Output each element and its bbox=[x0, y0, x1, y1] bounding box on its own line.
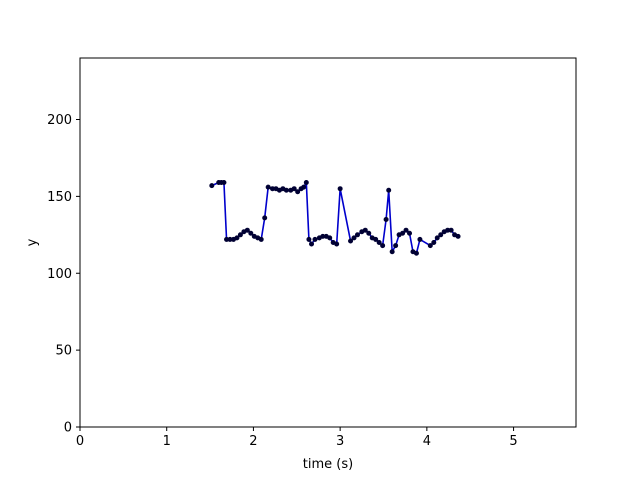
series-layer bbox=[209, 180, 461, 256]
data-point bbox=[209, 183, 215, 189]
y-tick-label: 100 bbox=[47, 267, 72, 282]
data-point bbox=[348, 238, 354, 244]
plot-frame bbox=[79, 57, 577, 428]
data-point bbox=[407, 230, 413, 236]
data-point bbox=[295, 189, 301, 195]
data-point bbox=[383, 216, 389, 222]
data-point bbox=[434, 235, 440, 241]
data-point bbox=[403, 227, 409, 233]
data-point bbox=[354, 232, 360, 238]
data-point bbox=[431, 240, 437, 246]
x-tick-label: 5 bbox=[509, 434, 517, 449]
data-point bbox=[309, 241, 315, 247]
data-point bbox=[393, 243, 399, 249]
data-point bbox=[265, 184, 271, 190]
data-point bbox=[373, 236, 379, 242]
data-point bbox=[351, 235, 357, 241]
data-point bbox=[448, 227, 454, 233]
data-point bbox=[306, 236, 312, 242]
y-tick-label: 50 bbox=[55, 344, 72, 359]
y-axis-label: y bbox=[25, 238, 40, 246]
data-point bbox=[291, 186, 297, 192]
y-tick-label: 0 bbox=[64, 421, 72, 436]
data-point bbox=[455, 233, 461, 239]
data-point bbox=[376, 240, 382, 246]
x-tick-label: 1 bbox=[163, 434, 171, 449]
data-point bbox=[438, 232, 444, 238]
data-point bbox=[262, 215, 268, 221]
y-axis-ticks: 0 50 100 150 200 bbox=[47, 113, 80, 436]
data-point bbox=[221, 180, 227, 186]
data-point bbox=[400, 230, 406, 236]
data-point bbox=[234, 235, 240, 241]
x-axis-label: time (s) bbox=[303, 457, 353, 472]
data-point bbox=[366, 230, 372, 236]
data-point bbox=[413, 250, 419, 256]
x-axis-ticks: 0 1 2 3 4 5 bbox=[76, 427, 518, 449]
data-point bbox=[362, 227, 368, 233]
data-point bbox=[417, 236, 423, 242]
data-point bbox=[334, 241, 340, 247]
x-tick-label: 2 bbox=[249, 434, 257, 449]
data-point bbox=[283, 187, 289, 193]
data-point bbox=[258, 236, 264, 242]
data-point bbox=[248, 230, 254, 236]
plot-area bbox=[80, 58, 576, 427]
data-point bbox=[337, 186, 343, 192]
data-point bbox=[427, 243, 433, 249]
data-point bbox=[380, 243, 386, 249]
x-tick-label: 0 bbox=[76, 434, 84, 449]
y-tick-label: 200 bbox=[47, 113, 72, 128]
data-point bbox=[327, 235, 333, 241]
data-point bbox=[301, 184, 307, 190]
x-tick-label: 4 bbox=[423, 434, 431, 449]
data-point bbox=[237, 232, 243, 238]
data-point bbox=[244, 227, 250, 233]
data-point bbox=[312, 236, 318, 242]
data-point bbox=[389, 249, 395, 255]
data-point bbox=[303, 180, 309, 186]
x-tick-label: 3 bbox=[336, 434, 344, 449]
y-tick-label: 150 bbox=[47, 190, 72, 205]
data-point bbox=[386, 187, 392, 193]
